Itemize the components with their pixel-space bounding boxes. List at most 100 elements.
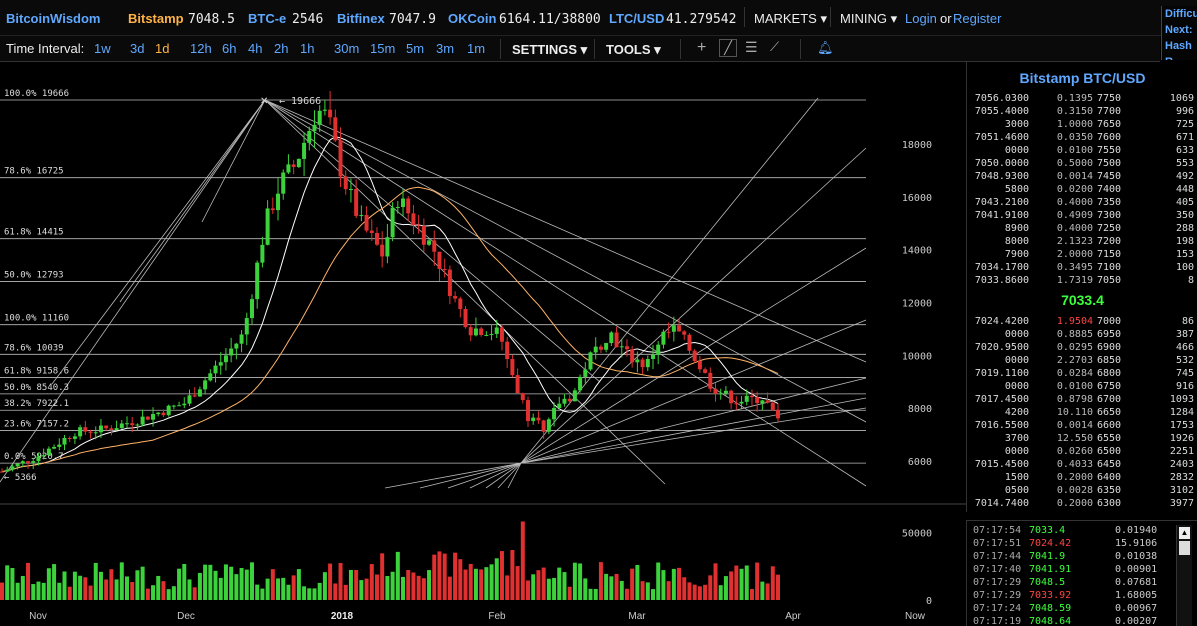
interval-1h[interactable]: 1h bbox=[300, 41, 315, 56]
register-link[interactable]: Register bbox=[953, 11, 1002, 26]
price-chart[interactable]: ✕ ← 19666 ← 5366 100.0% 19666 78.6% 16725 61… bbox=[0, 62, 966, 626]
volume-bar bbox=[348, 570, 353, 600]
exchange-name-btce[interactable]: BTC-e bbox=[248, 11, 287, 26]
interval-1w[interactable]: 1w bbox=[94, 41, 111, 56]
exchange-name-ltcusd[interactable]: LTC/USD bbox=[609, 11, 665, 26]
orderbook-level: 7100 bbox=[1097, 262, 1122, 273]
interval-3m[interactable]: 3m bbox=[436, 41, 455, 56]
volume-bar bbox=[338, 563, 343, 600]
volume-bar bbox=[218, 577, 223, 600]
volume-bar bbox=[499, 551, 504, 600]
volume-bar bbox=[52, 564, 57, 600]
bid-row[interactable]: 7015.4500 0.4033 6450 2403 bbox=[967, 459, 1197, 472]
volume-bar bbox=[140, 566, 145, 600]
candle-body bbox=[302, 142, 307, 159]
orderbook-sum: 916 bbox=[1175, 381, 1194, 392]
ask-row[interactable]: 7043.2100 0.4000 7350 405 bbox=[967, 197, 1197, 210]
bid-row[interactable]: 7016.5500 0.0014 6600 1753 bbox=[967, 420, 1197, 433]
ask-row[interactable]: 7033.8600 1.7319 7050 8 bbox=[967, 275, 1197, 288]
bid-row[interactable]: 4200 10.110 6650 1284 bbox=[967, 407, 1197, 420]
ask-row[interactable]: 0000 0.0100 7550 633 bbox=[967, 145, 1197, 158]
orderbook-level: 6300 bbox=[1097, 498, 1122, 509]
ask-row[interactable]: 7056.0300 0.1395 7750 1069 bbox=[967, 93, 1197, 106]
tools-menu[interactable]: TOOLS ▾ bbox=[606, 42, 661, 58]
volume-bar bbox=[151, 585, 156, 600]
ask-row[interactable]: 3000 1.0000 7650 725 bbox=[967, 119, 1197, 132]
bid-row[interactable]: 0000 0.8885 6950 387 bbox=[967, 329, 1197, 342]
bid-row[interactable]: 0000 2.2703 6850 532 bbox=[967, 355, 1197, 368]
scroll-thumb[interactable] bbox=[1179, 541, 1190, 555]
candle-body bbox=[453, 296, 458, 299]
interval-1m[interactable]: 1m bbox=[467, 41, 486, 56]
bid-row[interactable]: 7019.1100 0.0284 6800 745 bbox=[967, 368, 1197, 381]
trades-scrollbar[interactable]: ▲ bbox=[1176, 525, 1192, 626]
exchange-name-okcoin[interactable]: OKCoin bbox=[448, 11, 497, 26]
candle-body bbox=[458, 298, 463, 310]
bid-row[interactable]: 7020.9500 0.0295 6900 466 bbox=[967, 342, 1197, 355]
ask-row[interactable]: 8900 0.4000 7250 288 bbox=[967, 223, 1197, 236]
candle-body bbox=[20, 461, 25, 464]
interval-5m[interactable]: 5m bbox=[406, 41, 425, 56]
orderbook-level: 7000 bbox=[1097, 316, 1122, 327]
interval-6h[interactable]: 6h bbox=[222, 41, 237, 56]
candle-body bbox=[369, 230, 374, 234]
ask-row[interactable]: 7051.4600 0.0350 7600 671 bbox=[967, 132, 1197, 145]
interval-3d[interactable]: 3d bbox=[130, 41, 145, 56]
bid-row[interactable]: 0500 0.0028 6350 3102 bbox=[967, 485, 1197, 498]
interval-12h[interactable]: 12h bbox=[190, 41, 212, 56]
fan-icon[interactable]: ⟋ bbox=[770, 39, 780, 54]
candle-body bbox=[62, 437, 67, 445]
ask-row[interactable]: 7048.9300 0.0014 7450 492 bbox=[967, 171, 1197, 184]
brand-logo[interactable]: BitcoinWisdom bbox=[6, 11, 101, 26]
settings-menu[interactable]: SETTINGS ▾ bbox=[512, 42, 587, 58]
volume-bar bbox=[302, 586, 307, 600]
draw-line-icon[interactable]: ╱ bbox=[719, 39, 737, 57]
volume-bar bbox=[734, 565, 739, 600]
ask-row[interactable]: 7900 2.0000 7150 153 bbox=[967, 249, 1197, 262]
ask-row[interactable]: 8000 2.1323 7200 198 bbox=[967, 236, 1197, 249]
candle-body bbox=[333, 117, 338, 141]
bid-row[interactable]: 0000 0.0260 6500 2251 bbox=[967, 446, 1197, 459]
bid-row[interactable]: 3700 12.550 6550 1926 bbox=[967, 433, 1197, 446]
interval-30m[interactable]: 30m bbox=[334, 41, 360, 56]
candle-body bbox=[187, 395, 192, 404]
exchange-name-bitfinex[interactable]: Bitfinex bbox=[337, 11, 385, 26]
markets-menu[interactable]: MARKETS ▾ bbox=[754, 11, 827, 27]
bid-row[interactable]: 0000 0.0100 6750 916 bbox=[967, 381, 1197, 394]
volume-bar bbox=[510, 550, 515, 600]
ask-row[interactable]: 7034.1700 0.3495 7100 100 bbox=[967, 262, 1197, 275]
mining-menu[interactable]: MINING ▾ bbox=[840, 11, 897, 27]
horizontal-lines-icon[interactable]: ☰ bbox=[745, 39, 758, 55]
chevron-down-icon: ▾ bbox=[654, 42, 661, 57]
ask-row[interactable]: 5800 0.0200 7400 448 bbox=[967, 184, 1197, 197]
orderbook-amount: 0.0295 bbox=[1056, 342, 1093, 353]
interval-2h[interactable]: 2h bbox=[274, 41, 289, 56]
bid-row[interactable]: 7014.7400 0.2000 6300 3977 bbox=[967, 498, 1197, 511]
interval-15m[interactable]: 15m bbox=[370, 41, 396, 56]
bid-row[interactable]: 7024.4200 1.9504 7000 86 bbox=[967, 316, 1197, 329]
candle-body bbox=[411, 213, 416, 226]
bid-row[interactable]: 7017.4500 0.8798 6700 1093 bbox=[967, 394, 1197, 407]
volume-bar bbox=[343, 584, 348, 600]
candle-body bbox=[145, 416, 150, 420]
candle-body bbox=[72, 436, 77, 439]
low-annotation: ← 5366 bbox=[4, 473, 37, 483]
volume-bar bbox=[546, 578, 551, 600]
orderbook-level: 6900 bbox=[1097, 342, 1122, 353]
scroll-up-icon[interactable]: ▲ bbox=[1179, 527, 1190, 539]
alert-bell-icon[interactable]: 🔔︎ bbox=[817, 40, 834, 55]
interval-4h[interactable]: 4h bbox=[248, 41, 263, 56]
bid-row[interactable]: 1500 0.2000 6400 2832 bbox=[967, 472, 1197, 485]
crosshair-icon[interactable]: + bbox=[697, 39, 707, 56]
login-link[interactable]: Login bbox=[905, 11, 937, 26]
volume-bar bbox=[505, 575, 510, 600]
ask-row[interactable]: 7055.4000 0.3150 7700 996 bbox=[967, 106, 1197, 119]
candle-body bbox=[718, 393, 723, 395]
ask-row[interactable]: 7041.9100 0.4909 7300 350 bbox=[967, 210, 1197, 223]
volume-bar bbox=[682, 577, 687, 600]
candle-body bbox=[614, 332, 619, 348]
exchange-name-bitstamp[interactable]: Bitstamp bbox=[128, 11, 184, 26]
ask-row[interactable]: 7050.0000 0.5000 7500 553 bbox=[967, 158, 1197, 171]
interval-1d[interactable]: 1d bbox=[155, 41, 170, 56]
volume-bar bbox=[406, 569, 411, 600]
